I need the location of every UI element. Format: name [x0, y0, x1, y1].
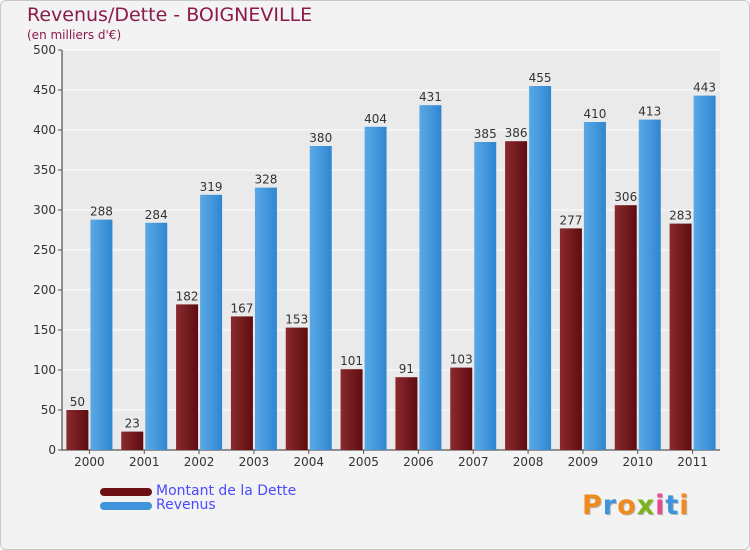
- logo-letter: o: [617, 490, 637, 521]
- data-label: 306: [614, 190, 637, 204]
- logo-letter: P: [582, 490, 603, 521]
- bar-revenus: [200, 194, 223, 450]
- data-label: 103: [450, 353, 473, 367]
- bar-dette: [121, 431, 144, 450]
- y-tick-label: 100: [33, 363, 56, 377]
- bar-dette: [559, 228, 582, 450]
- x-tick-label: 2002: [184, 455, 215, 469]
- legend-label-revenus: Revenus: [156, 497, 216, 513]
- data-label: 91: [399, 362, 414, 376]
- x-tick-label: 2001: [129, 455, 160, 469]
- bar-dette: [285, 327, 308, 450]
- proxiti-logo: Proxiti: [582, 490, 690, 521]
- bar-revenus: [583, 122, 606, 450]
- bar-dette: [230, 316, 253, 450]
- bar-revenus: [364, 126, 387, 451]
- logo-letter: x: [636, 490, 656, 521]
- bar-dette: [614, 205, 637, 450]
- data-label: 284: [145, 208, 168, 222]
- logo-letter: t: [665, 490, 680, 521]
- data-label: 153: [285, 313, 308, 327]
- y-tick-label: 150: [33, 323, 56, 337]
- bar-revenus: [90, 219, 113, 450]
- bar-dette: [669, 223, 692, 450]
- bar-revenus: [254, 187, 277, 450]
- y-tick-label: 50: [41, 403, 56, 417]
- y-tick-label: 200: [33, 283, 56, 297]
- data-label: 385: [474, 127, 497, 141]
- legend-swatch-revenus: [100, 502, 152, 510]
- x-tick-label: 2005: [348, 455, 379, 469]
- x-tick-label: 2011: [677, 455, 708, 469]
- chart-subtitle: (en milliers d'€): [27, 28, 122, 42]
- x-tick-label: 2006: [403, 455, 434, 469]
- data-label: 380: [309, 131, 332, 145]
- bar-revenus: [638, 119, 661, 450]
- data-label: 101: [340, 354, 363, 368]
- x-tick-label: 2009: [568, 455, 599, 469]
- legend-label-dette: Montant de la Dette: [156, 483, 297, 499]
- data-label: 328: [254, 173, 277, 187]
- data-label: 404: [364, 112, 387, 126]
- bar-revenus: [145, 222, 168, 450]
- y-tick-label: 500: [33, 43, 56, 57]
- bar-revenus: [309, 146, 332, 450]
- x-tick-label: 2007: [458, 455, 489, 469]
- y-tick-label: 250: [33, 243, 56, 257]
- data-label: 386: [505, 126, 528, 140]
- x-tick-label: 2010: [622, 455, 653, 469]
- data-label: 23: [125, 417, 140, 431]
- bar-revenus: [474, 142, 497, 450]
- bar-revenus: [419, 105, 442, 450]
- legend-swatch-dette: [100, 488, 152, 496]
- data-label: 182: [176, 289, 199, 303]
- data-label: 455: [529, 71, 552, 85]
- data-label: 431: [419, 90, 442, 104]
- data-label: 319: [200, 180, 223, 194]
- y-tick-label: 450: [33, 83, 56, 97]
- y-tick-label: 300: [33, 203, 56, 217]
- data-label: 283: [669, 209, 692, 223]
- bar-dette: [66, 410, 89, 450]
- data-label: 443: [693, 81, 716, 95]
- y-tick-label: 350: [33, 163, 56, 177]
- logo-letter: i: [655, 490, 666, 521]
- data-label: 410: [583, 107, 606, 121]
- logo-letter: r: [602, 490, 618, 521]
- bar-dette: [340, 369, 363, 450]
- bar-revenus: [693, 95, 716, 450]
- bar-dette: [176, 304, 199, 450]
- bar-dette: [395, 377, 418, 450]
- chart-title: Revenus/Dette - BOIGNEVILLE: [27, 4, 313, 26]
- x-tick-label: 2003: [239, 455, 270, 469]
- logo-letter: i: [679, 490, 690, 521]
- x-tick-label: 2004: [293, 455, 324, 469]
- bar-revenus: [529, 86, 552, 450]
- data-label: 288: [90, 205, 113, 219]
- data-label: 413: [638, 105, 661, 119]
- x-tick-label: 2000: [74, 455, 105, 469]
- bar-dette: [505, 141, 528, 450]
- x-tick-label: 2008: [513, 455, 544, 469]
- bar-dette: [450, 367, 473, 450]
- y-tick-label: 400: [33, 123, 56, 137]
- data-label: 277: [559, 213, 582, 227]
- data-label: 167: [230, 301, 253, 315]
- data-label: 50: [70, 395, 85, 409]
- y-tick-label: 0: [48, 443, 56, 457]
